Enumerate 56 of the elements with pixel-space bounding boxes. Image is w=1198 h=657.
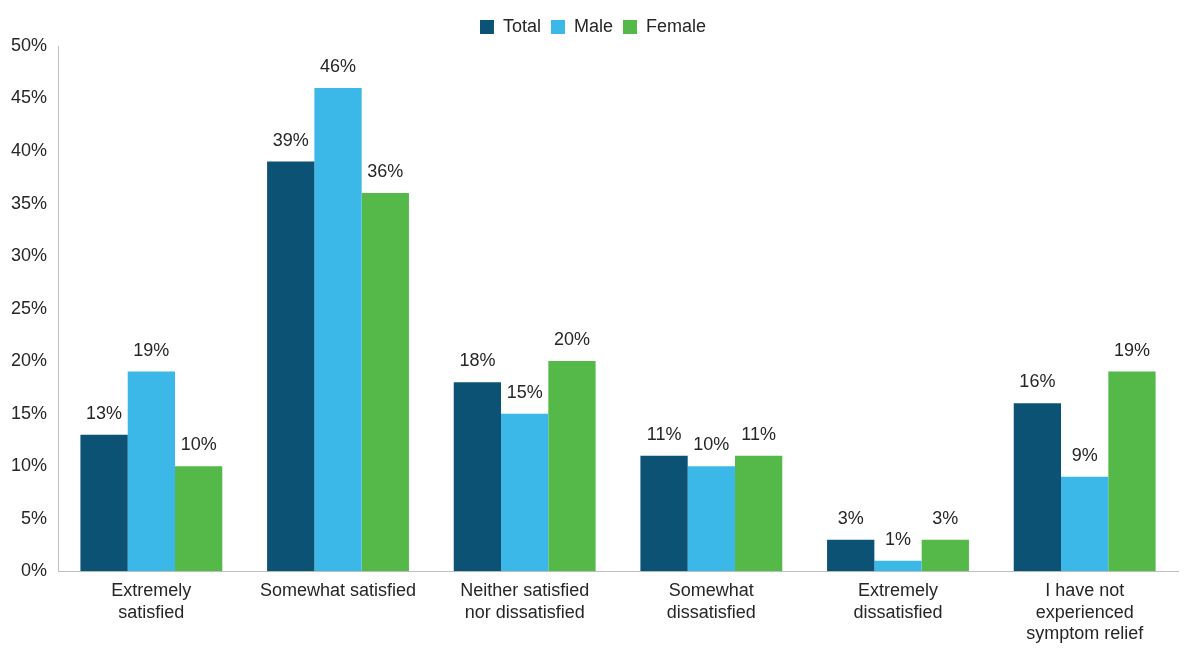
x-tick-label: I have not experienced symptom relief: [1026, 579, 1145, 644]
bar: [1013, 403, 1062, 572]
x-tick-label: Extremely satisfied: [111, 579, 192, 622]
data-label: 1%: [885, 528, 912, 549]
data-label: 19%: [1113, 339, 1150, 360]
y-tick-label: 15%: [11, 402, 48, 423]
y-tick-label: 0%: [21, 560, 48, 581]
bar: [175, 466, 223, 572]
bar: [314, 88, 362, 572]
bar: [1061, 476, 1109, 572]
bar: [361, 193, 409, 572]
data-label: 36%: [367, 161, 404, 182]
y-tick-label: 25%: [11, 297, 48, 318]
legend-label: Male: [573, 15, 614, 36]
data-label: 46%: [320, 55, 357, 76]
y-tick-label: 35%: [11, 192, 48, 213]
y-tick-label: 20%: [11, 350, 48, 371]
bar: [687, 466, 735, 572]
bar: [1108, 371, 1156, 572]
data-label: 18%: [459, 350, 496, 371]
bar: [80, 434, 128, 572]
bar: [127, 371, 175, 572]
data-label: 11%: [741, 423, 776, 444]
legend-label: Female: [646, 15, 707, 36]
data-label: 20%: [553, 329, 590, 350]
bar: [501, 413, 549, 572]
data-label: 39%: [272, 129, 309, 150]
data-label: 3%: [932, 507, 959, 528]
data-label: 15%: [506, 381, 543, 402]
data-label: 19%: [133, 339, 170, 360]
bar: [267, 161, 315, 572]
bar: [827, 539, 875, 572]
data-label: 11%: [646, 423, 682, 444]
data-label: 13%: [86, 402, 123, 423]
x-tick-label: Extremely dissatisfied: [853, 579, 943, 622]
y-tick-label: 40%: [11, 140, 48, 161]
data-label: 3%: [837, 507, 864, 528]
x-tick-label: Somewhat dissatisfied: [666, 579, 756, 622]
bar: [640, 455, 688, 572]
legend-label: Total: [502, 15, 541, 36]
x-tick-label: Neither satisfied nor dissatisfied: [460, 579, 590, 622]
y-tick-label: 50%: [11, 34, 48, 55]
bar: [874, 560, 922, 572]
y-tick-label: 10%: [11, 455, 48, 476]
data-label: 16%: [1019, 371, 1056, 392]
data-label: 10%: [693, 434, 730, 455]
bar: [453, 382, 502, 572]
bar: [921, 539, 969, 572]
data-label: 9%: [1071, 444, 1098, 465]
x-tick-label: Somewhat satisfied: [259, 579, 417, 600]
y-tick-label: 5%: [21, 507, 48, 528]
y-tick-label: 30%: [11, 245, 48, 266]
bar: [548, 361, 596, 572]
y-tick-label: 45%: [11, 87, 48, 108]
data-label: 10%: [180, 434, 217, 455]
bar: [734, 455, 783, 572]
